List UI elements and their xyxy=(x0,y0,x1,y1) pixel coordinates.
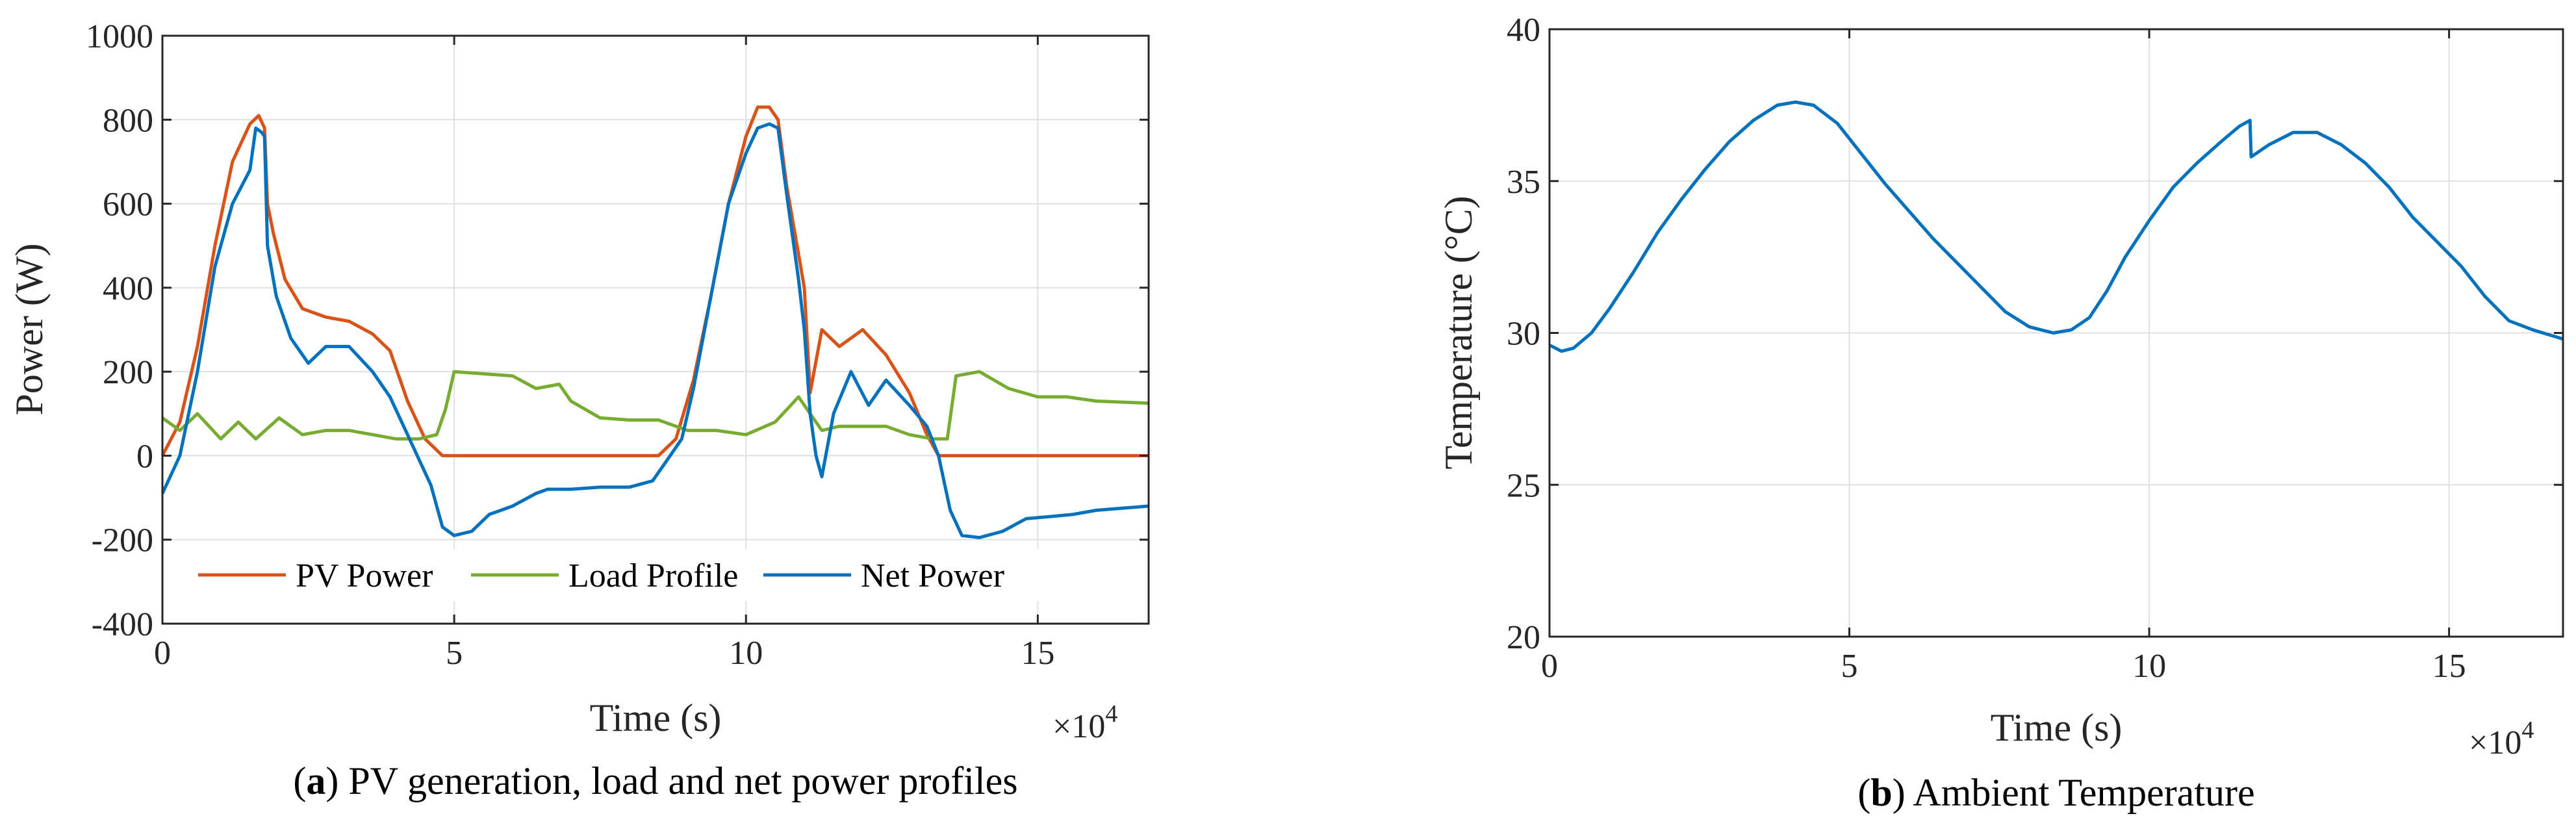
chart-b-x-exponent: ×104 xyxy=(2469,717,2534,761)
chart-a-series-net-power xyxy=(160,122,1149,539)
chart-a-x-tick-label: 0 xyxy=(154,635,171,672)
chart-b: 0 5 10 15 20 25 30 35 40 Time (s) Temperature (… xyxy=(1437,12,2564,814)
chart-b-y-axis-label: Temperature (°C) xyxy=(1437,196,1480,469)
chart-a-x-axis-label: Time (s) xyxy=(590,696,722,739)
chart-b-x-tick-label: 15 xyxy=(2432,648,2466,685)
chart-b-series-ambient-temperature xyxy=(1548,100,2564,353)
chart-a-y-tick-label: 400 xyxy=(103,270,153,307)
chart-a-y-ticks: -400 -200 0 200 400 600 800 1000 xyxy=(86,18,1149,643)
chart-b-x-axis-label: Time (s) xyxy=(1991,706,2123,749)
chart-a-x-ticks: 0 5 10 15 xyxy=(154,36,1054,672)
chart-b-y-tick-label: 40 xyxy=(1507,12,1540,49)
chart-b-y-ticks: 20 25 30 35 40 xyxy=(1507,12,2563,656)
chart-b-series xyxy=(1548,100,2564,353)
legend-label-load-profile: Load Profile xyxy=(568,557,738,594)
chart-a-y-axis-label: Power (W) xyxy=(8,244,51,416)
chart-b-x-tick-label: 0 xyxy=(1541,648,1558,685)
chart-a-y-tick-label: 0 xyxy=(136,438,153,475)
chart-a-x-tick-label: 5 xyxy=(446,635,463,672)
chart-a-y-tick-label: 600 xyxy=(103,186,153,223)
chart-b-y-tick-label: 25 xyxy=(1507,467,1540,504)
chart-b-x-tick-label: 5 xyxy=(1841,648,1858,685)
chart-a-x-exponent: ×104 xyxy=(1052,700,1117,745)
chart-a-series xyxy=(160,105,1149,539)
legend-label-net-power: Net Power xyxy=(861,557,1004,594)
chart-a-series-pv-power xyxy=(160,105,1149,457)
chart-a-x-tick-label: 10 xyxy=(729,635,763,672)
chart-a-y-tick-label: 200 xyxy=(103,354,153,391)
legend-label-pv-power: PV Power xyxy=(296,557,433,594)
chart-b-y-tick-label: 20 xyxy=(1507,619,1540,656)
chart-a: 0 5 10 15 -400 -200 0 200 400 600 800 1000 Time (s… xyxy=(8,18,1150,802)
chart-a-x-tick-label: 15 xyxy=(1021,635,1054,672)
chart-b-y-tick-label: 30 xyxy=(1507,316,1540,353)
chart-b-x-ticks: 0 5 10 15 xyxy=(1541,29,2466,685)
chart-b-x-tick-label: 10 xyxy=(2132,648,2166,685)
chart-a-caption: (a) PV generation, load and net power pr… xyxy=(293,759,1017,802)
chart-a-y-tick-label: 800 xyxy=(103,102,153,139)
chart-a-y-tick-label: 1000 xyxy=(86,18,153,55)
chart-b-caption: (b) Ambient Temperature xyxy=(1857,771,2254,814)
chart-a-y-tick-label: -400 xyxy=(92,606,153,643)
chart-a-legend: PV Power Load Profile Net Power xyxy=(188,549,1059,601)
chart-b-y-tick-label: 35 xyxy=(1507,164,1540,201)
chart-a-legend-box xyxy=(188,549,1059,601)
chart-a-plot-frame xyxy=(161,34,1150,625)
chart-a-y-tick-label: -200 xyxy=(92,522,153,559)
chart-a-series-load-profile xyxy=(161,370,1149,441)
chart-a-grid xyxy=(162,35,1149,624)
